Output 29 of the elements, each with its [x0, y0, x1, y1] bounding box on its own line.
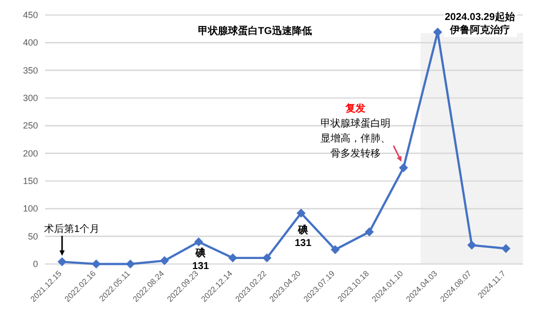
- y-tick-label: 50: [28, 231, 38, 242]
- y-tick-label: 250: [22, 120, 38, 131]
- y-tick-label: 450: [22, 10, 38, 20]
- annotation: 复发: [344, 102, 366, 115]
- point: [467, 240, 476, 250]
- y-tick-label: 200: [22, 148, 38, 158]
- point: [160, 256, 169, 266]
- annotation: 碘 131: [294, 224, 312, 250]
- y-tick-label: 150: [22, 176, 38, 186]
- annotation: 碘 131: [192, 246, 210, 272]
- point: [58, 257, 67, 266]
- y-tick-label: 0: [32, 259, 38, 269]
- point: [92, 260, 101, 268]
- y-tick-label: 350: [22, 65, 38, 76]
- point: [330, 245, 340, 254]
- point: [501, 244, 510, 254]
- annotation: 甲状腺球蛋白明显增高，伴肺、骨多发转移: [320, 118, 390, 160]
- y-tick-label: 300: [22, 93, 38, 103]
- band-label: 2024.03.29起始伊鲁阿克治疗: [444, 11, 516, 36]
- point: [194, 237, 204, 246]
- point: [296, 208, 306, 218]
- point: [228, 253, 238, 262]
- point: [262, 253, 272, 262]
- text: 甲状腺球蛋白TG迅速降低: [198, 25, 312, 37]
- point: [364, 227, 374, 236]
- point: [399, 163, 408, 172]
- y-tick-label: 100: [22, 204, 38, 214]
- annotation: 术后第1个月: [44, 222, 100, 235]
- y-tick-label: 400: [22, 38, 38, 48]
